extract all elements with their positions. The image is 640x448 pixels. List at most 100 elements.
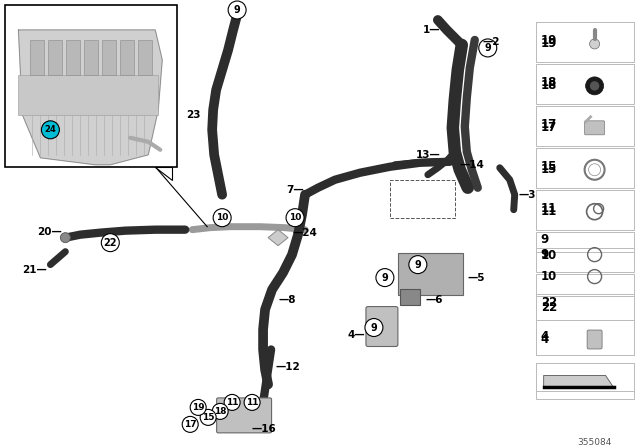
FancyBboxPatch shape [587,330,602,349]
Circle shape [42,121,60,139]
Text: 15: 15 [202,413,214,422]
Text: 10: 10 [541,249,557,262]
Bar [49,40,62,75]
Text: 18: 18 [541,76,557,90]
Circle shape [228,1,246,19]
Text: 17: 17 [541,118,557,131]
Bar [536,148,634,186]
Bar [536,64,634,104]
FancyBboxPatch shape [400,289,420,305]
Text: —14: —14 [460,160,484,170]
Bar [138,40,152,75]
Circle shape [479,39,497,57]
FancyBboxPatch shape [366,306,398,346]
Bar [536,22,634,60]
Circle shape [376,269,394,287]
Text: 22: 22 [541,296,557,309]
Text: 11: 11 [541,202,557,215]
Bar [536,319,634,355]
Bar [536,190,634,228]
Text: 9: 9 [415,259,421,270]
Text: 22: 22 [541,301,557,314]
Text: —12: —12 [275,362,300,372]
Text: 4—: 4— [348,330,365,340]
Circle shape [60,233,70,243]
Circle shape [286,209,304,227]
Text: 10: 10 [541,270,557,283]
Text: 18: 18 [541,79,557,92]
FancyBboxPatch shape [398,253,463,295]
Bar [390,180,455,218]
Circle shape [589,39,600,49]
Bar [536,106,634,144]
Circle shape [365,319,383,336]
FancyBboxPatch shape [217,398,271,433]
Bar [19,75,158,115]
Text: 17: 17 [541,121,557,134]
Text: 9: 9 [484,43,491,53]
Text: 15: 15 [541,163,557,176]
Text: 13—: 13— [416,150,441,160]
Bar [536,252,634,271]
Bar [31,40,44,75]
Circle shape [190,400,206,415]
Polygon shape [543,375,614,388]
Polygon shape [268,230,288,246]
Text: 19: 19 [192,403,205,412]
Bar [536,274,634,293]
Bar [536,363,634,392]
Bar [102,40,116,75]
Text: —5: —5 [468,272,485,283]
Circle shape [224,394,240,410]
Bar [536,232,634,248]
Bar [536,106,634,146]
Circle shape [589,164,600,176]
Text: 10: 10 [216,213,228,222]
Text: —2: —2 [483,37,500,47]
Text: —8: —8 [278,295,296,305]
Bar [536,64,634,102]
Bar [536,22,634,62]
Text: 9: 9 [371,323,378,332]
Text: 7—: 7— [286,185,304,195]
Text: 355084: 355084 [577,438,612,447]
FancyBboxPatch shape [584,121,605,135]
Bar [536,248,634,263]
Bar [536,148,634,188]
Text: —16: —16 [251,424,276,435]
Text: 11: 11 [226,398,238,407]
Circle shape [586,77,604,95]
Text: 9: 9 [234,5,241,15]
Bar [536,296,634,319]
Polygon shape [19,30,162,165]
Circle shape [213,209,231,227]
Text: 19: 19 [541,38,557,51]
Bar [120,40,134,75]
Text: 15: 15 [541,160,557,173]
Circle shape [409,256,427,274]
Text: 18: 18 [214,407,227,416]
Text: 11: 11 [541,205,557,218]
Bar [67,40,81,75]
Text: 1—: 1— [422,25,440,35]
Circle shape [182,416,198,432]
Circle shape [101,234,119,252]
Text: 23: 23 [186,110,200,120]
Bar [536,190,634,230]
Text: 22: 22 [104,237,117,248]
Text: 19: 19 [541,34,557,47]
Polygon shape [156,167,172,180]
Text: 10: 10 [289,213,301,222]
Text: 24: 24 [45,125,56,134]
Text: —24: —24 [292,228,317,237]
Bar [84,40,99,75]
Bar [536,363,634,400]
Bar [536,318,634,355]
Bar [6,5,177,167]
Circle shape [591,82,598,90]
Circle shape [212,403,228,419]
Text: 20—: 20— [38,227,62,237]
Text: 9: 9 [541,248,549,261]
Text: 17: 17 [184,420,196,429]
Text: —3: —3 [518,190,536,200]
